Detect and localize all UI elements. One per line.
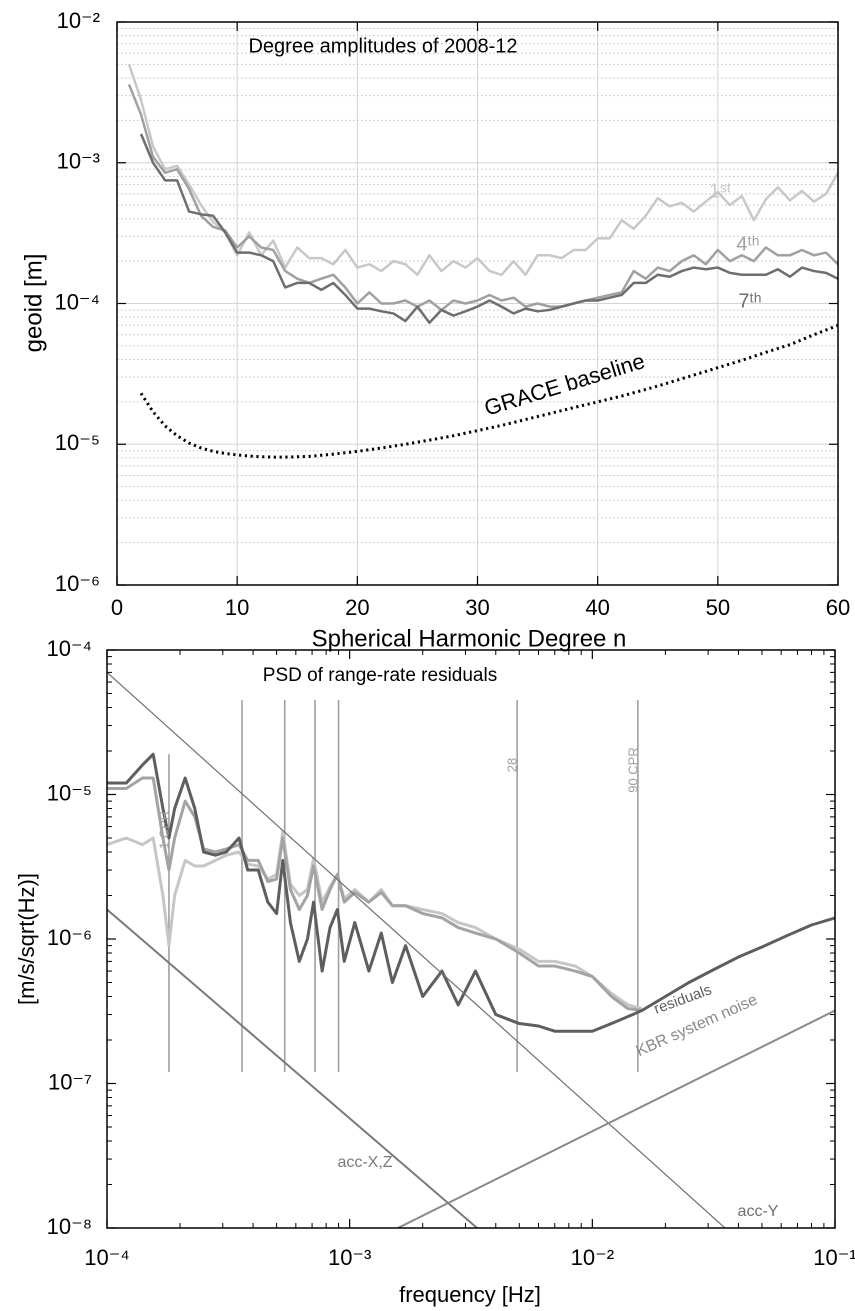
series-line (107, 776, 643, 1012)
series-label: 1ˢᵗ (709, 180, 731, 202)
series-line (139, 133, 838, 324)
y-tick-label: 10⁻⁶ (47, 925, 92, 950)
x-tick-label: 50 (706, 595, 730, 620)
x-tick-label: 10⁻⁴ (84, 1245, 130, 1270)
x-tick-label: 60 (826, 595, 850, 620)
chart: 0 10 20 30 40 50 60 10⁻⁶ 10⁻⁵ 10⁻⁴ 10⁻³ 10⁻² 1ˢᵗ 4ᵗʰ 7… (20, 8, 850, 653)
series-label: GRACE baseline (481, 348, 647, 421)
x-tick-label: 10⁻¹ (813, 1245, 855, 1270)
axes-frame (116, 21, 839, 586)
x-tick-label: 40 (585, 595, 609, 620)
plot-area (127, 63, 838, 459)
x-tick-label: 10⁻³ (328, 1245, 371, 1270)
series-label: 7ᵗʰ (738, 290, 761, 312)
y-tick-label: 10⁻⁸ (47, 1214, 92, 1239)
series-label: acc-Y (738, 1203, 779, 1220)
series-line (139, 323, 838, 459)
marker-label: 1 CPR (156, 811, 171, 849)
y-tick-label: 10⁻⁵ (47, 780, 92, 805)
x-axis-label: Spherical Harmonic Degree n (312, 625, 627, 652)
series-line (127, 63, 838, 277)
y-tick-label: 10⁻⁵ (55, 430, 100, 455)
x-tick-label: 10 (225, 595, 249, 620)
series-line (107, 830, 643, 1011)
x-tick-label: 20 (345, 595, 369, 620)
x-tick-label: 30 (465, 595, 489, 620)
axes-frame (106, 649, 836, 1229)
series-label: acc-X,Z (337, 1154, 392, 1171)
x-tick-label: 10⁻² (571, 1245, 614, 1270)
series-line (127, 83, 838, 312)
y-tick-label: 10⁻⁷ (48, 1069, 92, 1094)
y-tick-label: 10⁻⁶ (55, 571, 100, 596)
y-tick-label: 10⁻⁴ (46, 636, 92, 661)
y-axis-label: geoid [m] (20, 254, 47, 353)
series-label: 4ᵗʰ (736, 233, 759, 255)
series-line (397, 1009, 835, 1228)
y-axis-label: [m/s/sqrt(Hz)] (14, 873, 39, 1005)
series-line (107, 908, 478, 1228)
y-tick-label: 10⁻² (57, 8, 100, 33)
series-line (107, 752, 835, 1033)
marker-label: 28 (505, 758, 520, 772)
marker-label: 90 CPR (625, 747, 640, 793)
y-tick-label: 10⁻³ (57, 149, 100, 174)
plot-area (107, 671, 835, 1228)
x-axis-label: frequency [Hz] (399, 1282, 541, 1307)
series-line (107, 671, 726, 1228)
chart-title: Degree amplitudes of 2008-12 (248, 35, 517, 57)
chart-title: PSD of range-rate residuals (263, 665, 497, 686)
y-tick-label: 10⁻⁴ (54, 289, 100, 314)
chart: 10⁻⁴ 10⁻³ 10⁻² 10⁻¹ 10⁻⁸ 10⁻⁷ 10⁻⁶ 10⁻⁵ 10⁻⁴ 1 CP… (14, 636, 855, 1307)
x-tick-label: 0 (111, 595, 123, 620)
